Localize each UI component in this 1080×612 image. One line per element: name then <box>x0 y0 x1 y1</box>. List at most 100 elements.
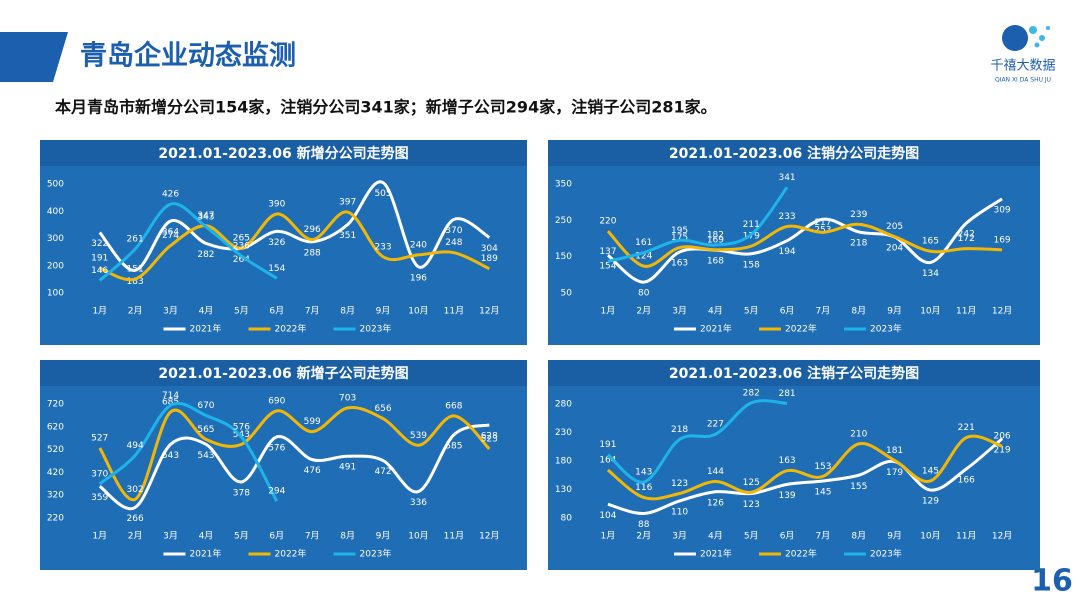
data-label: 126 <box>707 498 724 508</box>
data-label: 161 <box>635 238 652 248</box>
data-label: 116 <box>635 483 652 493</box>
data-label: 191 <box>91 254 108 264</box>
data-label: 129 <box>922 497 939 507</box>
data-label: 370 <box>91 469 108 479</box>
x-tick-label: 2月 <box>128 306 143 317</box>
x-tick-label: 5月 <box>744 306 759 317</box>
line <box>606 399 788 484</box>
chart-panel <box>40 360 527 570</box>
chart-title: 2021.01-2023.06 注销子公司走势图 <box>669 365 919 382</box>
y-tick-label: 200 <box>47 261 64 271</box>
chart-panel <box>548 360 1040 570</box>
y-tick-label: 720 <box>47 400 64 410</box>
data-label: 378 <box>233 488 250 498</box>
data-label: 274 <box>162 231 179 241</box>
data-label: 189 <box>481 254 498 264</box>
x-tick-label: 4月 <box>199 531 214 542</box>
data-label: 158 <box>743 260 760 270</box>
data-label: 220 <box>599 217 616 227</box>
legend-label: 2023年 <box>360 548 392 560</box>
data-label: 576 <box>233 422 250 432</box>
x-tick-label: 10月 <box>920 306 940 317</box>
data-label: 153 <box>814 462 831 472</box>
data-label: 164 <box>599 456 616 466</box>
data-label: 191 <box>599 440 616 450</box>
legend-label: 2023年 <box>870 323 902 335</box>
x-tick-label: 1月 <box>601 531 616 542</box>
data-label: 104 <box>599 511 616 521</box>
data-label: 505 <box>374 189 391 199</box>
y-tick-label: 230 <box>555 428 572 438</box>
data-label: 539 <box>410 431 427 441</box>
x-tick-label: 7月 <box>305 531 320 542</box>
data-label: 183 <box>127 277 144 287</box>
data-label: 523 <box>481 434 498 444</box>
x-tick-label: 6月 <box>780 531 795 542</box>
chart-title-bar <box>548 360 1040 386</box>
data-label: 218 <box>850 238 867 248</box>
x-tick-label: 3月 <box>672 531 687 542</box>
data-label: 282 <box>743 388 760 398</box>
y-tick-label: 130 <box>555 485 572 495</box>
data-label: 426 <box>162 190 179 200</box>
x-tick-label: 11月 <box>444 306 464 317</box>
data-label: 144 <box>707 467 724 477</box>
x-tick-label: 11月 <box>956 306 976 317</box>
data-label: 656 <box>374 404 391 414</box>
legend-label: 2022年 <box>785 323 817 335</box>
data-label: 494 <box>127 441 144 451</box>
x-tick-label: 2月 <box>128 531 143 542</box>
chart-panel <box>548 140 1040 345</box>
data-label: 175 <box>671 233 688 243</box>
data-label: 204 <box>886 244 903 254</box>
data-label: 145 <box>922 466 939 476</box>
x-tick-label: 6月 <box>269 306 284 317</box>
x-tick-label: 9月 <box>376 531 391 542</box>
data-label: 288 <box>304 248 321 258</box>
logo-text: 千禧大数据 <box>990 59 1055 74</box>
data-label: 125 <box>743 478 760 488</box>
x-tick-label: 8月 <box>851 531 866 542</box>
summary: 本月青岛市新增分公司154家，注销分公司341家；新增子公司294家，注销子公司… <box>55 98 717 117</box>
data-label: 124 <box>635 252 652 262</box>
data-label: 476 <box>304 466 321 476</box>
data-label: 239 <box>850 210 867 220</box>
data-label: 628 <box>481 431 498 441</box>
data-label: 343 <box>197 212 214 222</box>
x-tick-label: 12月 <box>992 531 1012 542</box>
chart-title: 2021.01-2023.06 新增子公司走势图 <box>158 365 408 382</box>
legend-label: 2022年 <box>785 548 817 560</box>
data-label: 195 <box>671 226 688 236</box>
x-tick-label: 9月 <box>887 531 902 542</box>
y-tick-label: 420 <box>47 468 64 478</box>
line <box>98 423 490 511</box>
line <box>607 437 1004 515</box>
data-label: 685 <box>162 397 179 407</box>
legend-label: 2021年 <box>190 548 222 560</box>
data-label: 163 <box>778 456 795 466</box>
x-tick-label: 4月 <box>708 531 723 542</box>
data-label: 205 <box>886 222 903 232</box>
x-tick-label: 10月 <box>408 306 428 317</box>
x-tick-label: 12月 <box>992 306 1012 317</box>
legend-label: 2021年 <box>700 323 732 335</box>
data-label: 166 <box>958 475 975 485</box>
x-tick-label: 10月 <box>920 531 940 542</box>
data-label: 527 <box>91 434 108 444</box>
logo <box>1002 25 1050 51</box>
data-label: 248 <box>445 238 462 248</box>
x-tick-label: 8月 <box>340 306 355 317</box>
x-tick-label: 1月 <box>601 306 616 317</box>
x-tick-label: 10月 <box>408 531 428 542</box>
data-label: 294 <box>268 487 285 497</box>
y-tick-label: 180 <box>555 457 572 467</box>
x-tick-label: 2月 <box>636 306 651 317</box>
data-label: 88 <box>638 520 650 530</box>
y-tick-label: 520 <box>47 445 64 455</box>
data-label: 151 <box>127 265 144 275</box>
line <box>98 180 491 272</box>
y-tick-label: 150 <box>555 252 572 262</box>
data-label: 145 <box>814 487 831 497</box>
data-label: 154 <box>599 262 616 272</box>
